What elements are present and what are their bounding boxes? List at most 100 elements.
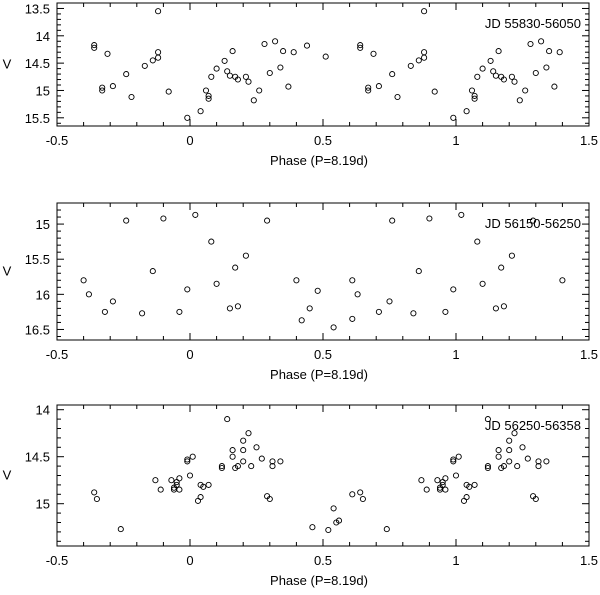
data-point bbox=[205, 481, 212, 488]
data-point bbox=[532, 495, 539, 503]
data-point bbox=[410, 310, 417, 317]
data-point bbox=[492, 72, 499, 79]
data-point bbox=[359, 495, 366, 503]
data-point bbox=[155, 49, 162, 56]
data-point bbox=[325, 526, 332, 534]
data-point bbox=[365, 87, 372, 94]
data-point bbox=[309, 524, 316, 531]
data-point bbox=[253, 444, 260, 451]
data-point bbox=[495, 447, 502, 454]
data-point bbox=[197, 108, 204, 115]
data-point bbox=[322, 53, 329, 60]
data-point bbox=[85, 291, 92, 298]
data-point bbox=[375, 83, 382, 90]
data-point bbox=[277, 458, 284, 465]
x-tick-label: 0.5 bbox=[314, 133, 332, 148]
data-point bbox=[468, 87, 476, 94]
x-tick-label: 1.5 bbox=[580, 347, 598, 362]
data-point bbox=[439, 481, 446, 488]
data-point bbox=[213, 65, 220, 72]
data-point bbox=[442, 308, 449, 315]
data-point bbox=[530, 217, 537, 224]
data-point bbox=[490, 68, 497, 75]
data-point bbox=[349, 315, 356, 322]
x-tick-label: 0 bbox=[186, 553, 193, 568]
y-tick-label: 15 bbox=[36, 83, 50, 98]
data-point bbox=[184, 458, 191, 465]
data-point bbox=[109, 83, 116, 90]
data-point bbox=[407, 62, 414, 69]
data-point bbox=[383, 526, 390, 533]
data-point bbox=[511, 78, 518, 85]
data-point bbox=[184, 456, 191, 463]
data-point bbox=[421, 54, 428, 61]
data-point bbox=[266, 495, 273, 503]
data-point bbox=[218, 464, 225, 472]
data-point bbox=[99, 87, 106, 94]
jd-range-label: JD 55830-56050 bbox=[485, 16, 581, 31]
data-point bbox=[248, 463, 255, 470]
data-point bbox=[357, 44, 364, 51]
data-point bbox=[149, 57, 156, 64]
data-point bbox=[303, 42, 311, 49]
data-point bbox=[463, 108, 470, 115]
data-point bbox=[538, 38, 545, 45]
data-point bbox=[250, 97, 257, 104]
data-point bbox=[418, 477, 425, 484]
x-tick-label: 1 bbox=[452, 133, 459, 148]
data-point bbox=[500, 303, 507, 310]
data-point bbox=[500, 76, 507, 83]
data-point bbox=[450, 456, 457, 463]
y-tick-label: 14.5 bbox=[25, 450, 50, 465]
data-point bbox=[471, 481, 478, 488]
panel-3: -0.5 0 0.5 1 1.5 14 14.5 15 V Phase (P=8.19d) JD 5… bbox=[3, 403, 598, 588]
data-point bbox=[466, 483, 473, 490]
data-point bbox=[450, 286, 457, 293]
x-tick-label: -0.5 bbox=[46, 133, 68, 148]
data-point bbox=[532, 69, 539, 77]
data-point bbox=[123, 217, 130, 224]
x-axis-label: Phase (P=8.19d) bbox=[270, 573, 368, 588]
data-point bbox=[442, 475, 449, 482]
data-point bbox=[431, 88, 438, 95]
data-point bbox=[471, 95, 478, 102]
y-tick-label: 15.5 bbox=[25, 252, 50, 267]
data-point bbox=[200, 483, 207, 490]
data-point bbox=[242, 73, 249, 80]
data-point bbox=[192, 211, 199, 218]
data-point bbox=[527, 40, 534, 48]
data-point bbox=[205, 92, 212, 99]
data-point bbox=[487, 57, 494, 64]
data-point bbox=[386, 298, 393, 305]
data-point bbox=[165, 88, 172, 95]
data-point bbox=[450, 458, 457, 465]
data-point bbox=[229, 453, 236, 460]
y-axis-label: V bbox=[3, 264, 12, 279]
data-point bbox=[104, 50, 111, 57]
data-point bbox=[218, 463, 225, 470]
data-point bbox=[492, 305, 499, 312]
data-point bbox=[99, 84, 106, 91]
data-point bbox=[128, 93, 135, 101]
data-point bbox=[314, 287, 321, 294]
data-point bbox=[168, 477, 175, 484]
data-point bbox=[389, 217, 396, 224]
data-point bbox=[421, 49, 428, 56]
y-tick-label: 13.5 bbox=[25, 1, 50, 16]
data-point bbox=[498, 264, 505, 271]
data-point bbox=[229, 48, 236, 55]
data-point bbox=[91, 44, 98, 51]
data-point bbox=[455, 453, 462, 460]
data-point bbox=[415, 268, 422, 275]
data-point bbox=[452, 472, 460, 479]
data-point bbox=[258, 455, 265, 462]
data-point bbox=[194, 497, 202, 504]
data-point bbox=[357, 42, 364, 49]
data-point bbox=[234, 463, 241, 470]
data-point bbox=[149, 268, 156, 275]
data-point bbox=[234, 76, 241, 83]
y-tick-label: 15.5 bbox=[25, 111, 50, 126]
data-point bbox=[349, 277, 356, 284]
data-point bbox=[524, 455, 531, 462]
data-point bbox=[109, 298, 116, 305]
